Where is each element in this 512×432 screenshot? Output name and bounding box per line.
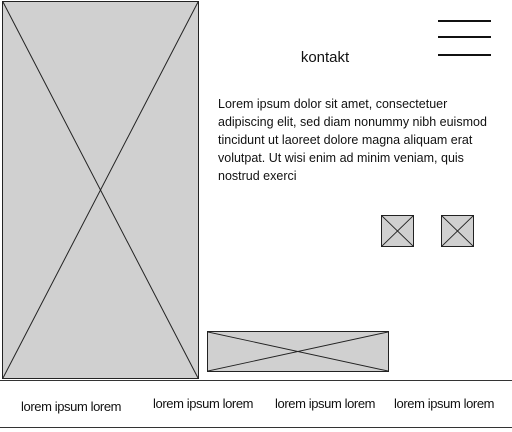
hero-image-placeholder: [2, 1, 199, 379]
footer-link-2[interactable]: lorem ipsum lorem: [153, 396, 254, 411]
page-title: kontakt: [300, 49, 350, 66]
image-placeholder-icon: [382, 216, 413, 246]
body-paragraph: Lorem ipsum dolor sit amet, consectetuer…: [218, 97, 487, 183]
small-image-placeholder-2[interactable]: [441, 215, 474, 247]
menu-line: [438, 54, 491, 56]
hamburger-menu-icon[interactable]: [438, 18, 491, 58]
menu-line: [438, 36, 491, 38]
footer-link-4[interactable]: lorem ipsum lorem: [394, 396, 495, 411]
banner-image-placeholder[interactable]: [207, 331, 389, 372]
menu-line: [438, 20, 491, 22]
footer-link-3[interactable]: lorem ipsum lorem: [275, 396, 376, 411]
footer-nav: lorem ipsum lorem lorem ipsum lorem lore…: [0, 380, 512, 428]
footer-link-1[interactable]: lorem ipsum lorem: [21, 399, 122, 414]
image-placeholder-icon: [208, 332, 388, 371]
image-placeholder-icon: [3, 2, 198, 378]
small-image-placeholder-1[interactable]: [381, 215, 414, 247]
image-placeholder-icon: [442, 216, 473, 246]
